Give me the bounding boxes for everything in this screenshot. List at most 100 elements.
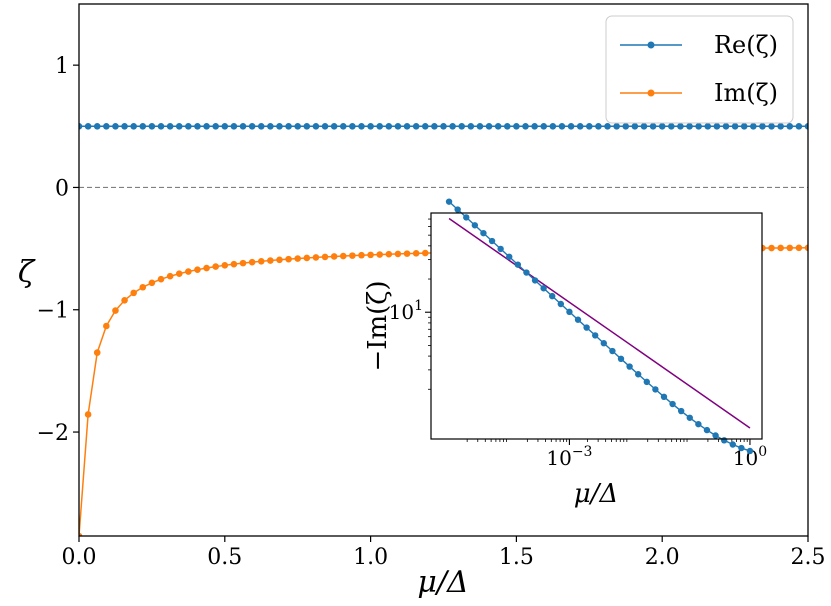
series-point-0 (677, 122, 684, 130)
series-point-0 (166, 122, 174, 130)
inset-series-point (738, 444, 745, 452)
series-point-0 (704, 122, 712, 130)
inset-series-point (523, 269, 530, 276)
inset-series-point (626, 363, 633, 370)
series-point-1 (175, 270, 183, 278)
inset-series-point (514, 261, 522, 268)
inset-series-point (746, 447, 754, 455)
series-point-1 (212, 263, 219, 270)
series-point-0 (503, 122, 511, 130)
series-point-0 (604, 122, 611, 130)
series-point-0 (567, 122, 575, 130)
legend: Re(ζ) Im(ζ) (605, 15, 794, 124)
series-point-1 (421, 249, 429, 257)
inset-series-point (583, 324, 590, 331)
inset-asymptote-line (448, 217, 751, 429)
series-point-1 (203, 264, 210, 272)
series-point-0 (731, 122, 739, 130)
series-point-1 (795, 244, 803, 252)
series-point-1 (349, 252, 356, 259)
x-tick-label: 2.5 (791, 545, 826, 570)
series-point-0 (786, 122, 794, 130)
series-point-0 (750, 122, 757, 130)
main-ticks: 0.0 0.5 1.0 1.5 2.0 2.5 1 0 −1 −2 (37, 54, 826, 570)
series-point-1 (267, 257, 274, 264)
series-point-0 (622, 122, 630, 130)
series-point-1 (276, 256, 283, 264)
series-point-0 (449, 122, 456, 130)
inset-series-point (454, 206, 461, 213)
series-point-0 (640, 122, 648, 130)
series-point-0 (576, 122, 584, 130)
series-point-0 (112, 122, 119, 130)
series-point-0 (130, 122, 137, 130)
series-point-0 (586, 122, 593, 130)
series-point-0 (476, 122, 484, 130)
series-point-0 (795, 122, 803, 130)
series-point-0 (121, 122, 128, 130)
inset-series-point (720, 437, 728, 444)
series-point-0 (175, 122, 183, 130)
series-point-1 (257, 258, 265, 265)
inset-series-point (660, 393, 668, 401)
series-point-0 (157, 122, 165, 130)
inset-series-point (566, 308, 573, 316)
series-point-1 (412, 250, 420, 257)
legend-label-re: Re(ζ) (714, 31, 778, 59)
series-point-1 (312, 254, 320, 261)
series-point-0 (285, 122, 292, 130)
series-point-0 (658, 122, 666, 130)
series-point-1 (358, 251, 365, 259)
inset-series-point (574, 316, 582, 323)
inset-series-point (617, 355, 625, 363)
series-point-0 (321, 122, 329, 130)
series-point-0 (403, 122, 411, 130)
inset-series-point (549, 292, 556, 300)
series-point-0 (312, 122, 320, 130)
series-point-1 (248, 258, 256, 266)
series-point-1 (79, 532, 83, 536)
series-point-0 (257, 122, 265, 130)
inset-series-point (488, 237, 496, 245)
series-point-0 (230, 122, 238, 130)
series-point-0 (713, 122, 721, 130)
series-point-1 (121, 296, 128, 304)
series-point-0 (804, 122, 808, 130)
inset-y-axis-label: −Im(ζ) (363, 280, 393, 371)
series-point-0 (549, 122, 557, 130)
series-point-0 (79, 122, 83, 130)
series-point-0 (522, 122, 529, 130)
series-point-0 (385, 122, 393, 130)
inset-series-point (703, 426, 711, 434)
y-tick-label: 0 (55, 176, 69, 201)
inset-series-point (609, 347, 616, 355)
inset-x-axis-label: μ/Δ (574, 479, 618, 509)
series-point-0 (613, 122, 620, 130)
series-point-1 (303, 254, 311, 262)
series-point-0 (349, 122, 356, 130)
series-point-0 (740, 122, 748, 130)
series-point-0 (540, 122, 548, 130)
series-point-0 (93, 122, 101, 130)
series-point-0 (212, 122, 219, 130)
inset-series-point (634, 371, 642, 378)
series-point-0 (84, 122, 92, 130)
inset-series-point (557, 300, 565, 308)
series-point-0 (221, 122, 229, 130)
legend-label-im: Im(ζ) (714, 79, 778, 107)
inset-plot-area (431, 213, 762, 439)
series-point-0 (458, 122, 466, 130)
series-point-0 (358, 122, 365, 130)
inset-series (445, 198, 754, 455)
series-point-0 (695, 122, 702, 130)
series-point-1 (330, 253, 338, 260)
series-point-1 (403, 250, 411, 257)
series-point-1 (139, 283, 147, 291)
series-point-1 (185, 268, 192, 275)
series-point-0 (467, 122, 475, 130)
inset-series-point (531, 277, 539, 284)
series-point-1 (804, 244, 808, 252)
x-tick-label: 1.5 (499, 545, 534, 570)
x-tick-label: 0.0 (62, 545, 97, 570)
series-point-0 (394, 122, 402, 130)
